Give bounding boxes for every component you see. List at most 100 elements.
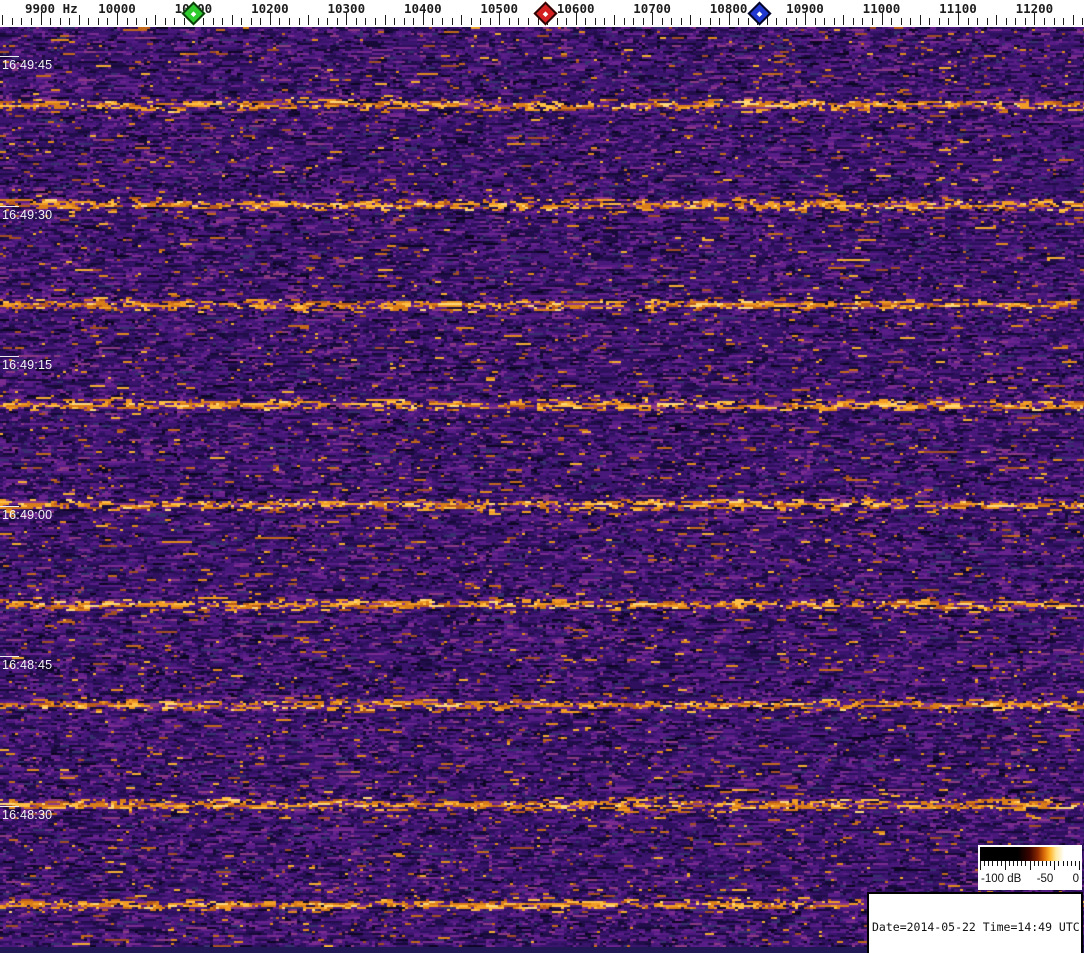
colorbar-tick — [984, 861, 986, 866]
freq-tick — [164, 18, 166, 25]
freq-tick — [97, 18, 99, 25]
freq-tick — [1034, 12, 1036, 25]
freq-tick — [661, 18, 663, 25]
freq-tick — [814, 18, 816, 25]
freq-label: 10900 — [786, 1, 824, 16]
colorbar-tick — [1066, 861, 1068, 866]
colorbar-tick — [1013, 861, 1014, 866]
freq-label: 11200 — [1015, 1, 1054, 16]
freq-tick — [203, 18, 204, 25]
colorbar-tick — [1054, 861, 1056, 870]
freq-tick — [795, 18, 797, 25]
freq-tick — [585, 18, 587, 25]
freq-label: 10700 — [633, 1, 671, 16]
freq-tick — [231, 15, 233, 25]
freq-label: 10600 — [556, 1, 595, 16]
colorbar-tick — [1041, 861, 1043, 866]
freq-tick — [680, 18, 682, 25]
freq-tick — [250, 18, 252, 25]
freq-tick — [537, 15, 539, 25]
freq-tick — [785, 18, 787, 25]
freq-tick — [145, 18, 147, 25]
freq-tick — [499, 12, 501, 25]
freq-tick — [1024, 18, 1026, 25]
freq-tick — [375, 18, 376, 25]
colorbar-tick — [1021, 861, 1023, 866]
colorbar-tick — [1017, 861, 1019, 866]
freq-tick — [604, 18, 606, 25]
colorbar-tick — [980, 861, 981, 870]
freq-tick — [1005, 18, 1007, 25]
freq-tick — [613, 15, 615, 25]
freq-label: 11000 — [862, 1, 901, 16]
freq-tick — [136, 18, 138, 25]
freq-tick — [336, 18, 338, 25]
colorbar-tick — [1079, 861, 1080, 870]
colorbar-tick — [1050, 861, 1052, 866]
freq-tick — [852, 18, 854, 25]
freq-tick — [289, 18, 290, 25]
freq-label: 10200 — [251, 1, 289, 16]
colorbar-legend: -100 dB -50 0 — [978, 845, 1082, 890]
colorbar-tick — [1000, 861, 1002, 866]
colorbar-tick — [1074, 861, 1076, 866]
freq-tick — [69, 18, 71, 25]
freq-tick — [556, 18, 558, 25]
freq-tick — [652, 12, 654, 25]
colorbar-label-max: 0 — [1072, 873, 1079, 885]
freq-tick — [642, 18, 644, 25]
freq-tick — [776, 18, 778, 25]
colorbar-label-min: -100 dB — [981, 873, 1022, 885]
freq-tick — [575, 12, 577, 25]
freq-tick — [327, 18, 329, 25]
freq-tick — [862, 18, 864, 25]
bottom-strip — [0, 947, 1084, 953]
freq-tick — [623, 18, 625, 25]
colorbar-tick — [1046, 861, 1047, 866]
freq-tick — [365, 18, 367, 25]
freq-tick — [967, 18, 969, 25]
freq-label: 10000 — [98, 1, 136, 16]
freq-label: 10300 — [327, 1, 366, 16]
freq-tick — [929, 18, 931, 25]
freq-label: 10400 — [403, 1, 442, 16]
spectrogram-canvas[interactable] — [0, 27, 1084, 947]
freq-tick — [422, 12, 424, 25]
colorbar-tick — [1058, 861, 1060, 866]
freq-label: 11100 — [939, 1, 977, 16]
freq-tick — [996, 15, 998, 25]
freq-tick — [1082, 18, 1084, 25]
freq-tick — [88, 18, 90, 25]
frequency-ruler[interactable]: 9900 Hz100001010010200103001040010500106… — [0, 0, 1084, 27]
colorbar-label-mid: -50 — [1036, 873, 1054, 885]
freq-tick — [183, 18, 185, 25]
freq-tick — [107, 18, 109, 25]
colorbar-gradient — [980, 847, 1080, 861]
freq-tick — [594, 18, 596, 25]
colorbar-tick — [988, 861, 990, 866]
colorbar-labels: -100 dB -50 0 — [978, 873, 1082, 888]
freq-tick — [833, 18, 835, 25]
freq-tick — [919, 15, 921, 25]
freq-tick — [155, 15, 157, 25]
freq-tick — [174, 18, 176, 25]
freq-tick — [451, 18, 453, 25]
freq-tick — [489, 18, 491, 25]
freq-tick — [222, 18, 224, 25]
freq-tick — [279, 18, 281, 25]
freq-tick — [738, 18, 740, 25]
freq-tick — [527, 18, 529, 25]
freq-tick — [317, 18, 319, 25]
colorbar-tick — [1070, 861, 1072, 866]
freq-label: 10800 — [709, 1, 748, 16]
info-line-date-time: Date=2014-05-22 Time=14:49 UTC — [872, 920, 1080, 934]
colorbar-tick — [1025, 861, 1027, 866]
colorbar-tick — [1062, 861, 1064, 866]
freq-tick — [308, 15, 310, 25]
freq-tick — [346, 12, 348, 25]
freq-tick — [384, 15, 386, 25]
freq-tick — [1015, 18, 1017, 25]
freq-tick — [766, 15, 768, 25]
observation-info-box: Date=2014-05-22 Time=14:49 UTC Freq=143 … — [867, 892, 1083, 953]
